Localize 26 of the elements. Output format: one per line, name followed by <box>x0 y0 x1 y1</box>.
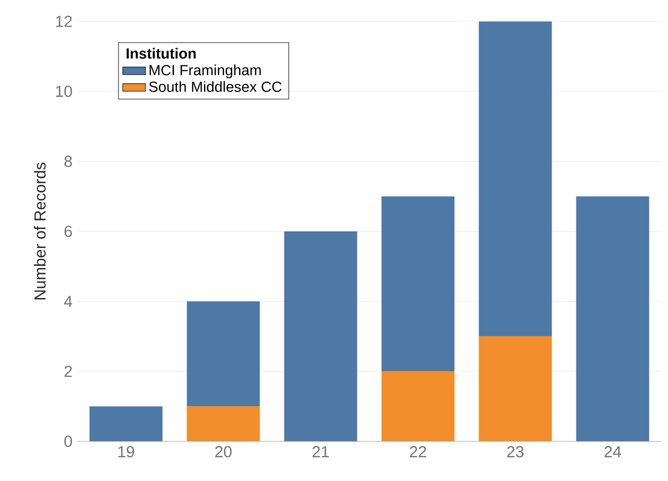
x-tick-label: 20 <box>215 446 232 458</box>
x-tick-label: 22 <box>410 446 426 458</box>
y-tick-label: 0 <box>64 436 72 447</box>
bar <box>284 231 358 442</box>
legend-label: South Middlesex CC <box>149 81 282 92</box>
bar <box>382 196 454 372</box>
y-tick-label: 12 <box>56 16 72 27</box>
y-axis-title: Number of Records <box>34 162 46 300</box>
y-tick-label: 10 <box>56 86 72 97</box>
legend-label: MCI Framingham <box>150 64 261 78</box>
y-tick-label: 2 <box>64 366 72 377</box>
bar <box>186 301 260 406</box>
bar <box>478 336 552 442</box>
y-tick-label: 6 <box>64 226 72 237</box>
bar <box>576 196 650 442</box>
y-tick-label: 8 <box>64 156 72 167</box>
x-tick-label: 19 <box>118 446 134 458</box>
bar <box>382 371 454 442</box>
y-tick-label: 4 <box>64 296 72 307</box>
legend-title: Institution <box>126 48 196 59</box>
bar <box>478 21 552 336</box>
x-tick-label: 24 <box>604 446 622 458</box>
x-tick-label: 23 <box>507 446 524 458</box>
x-tick-label: 21 <box>312 446 329 458</box>
bar <box>186 406 260 442</box>
bar <box>90 406 162 442</box>
